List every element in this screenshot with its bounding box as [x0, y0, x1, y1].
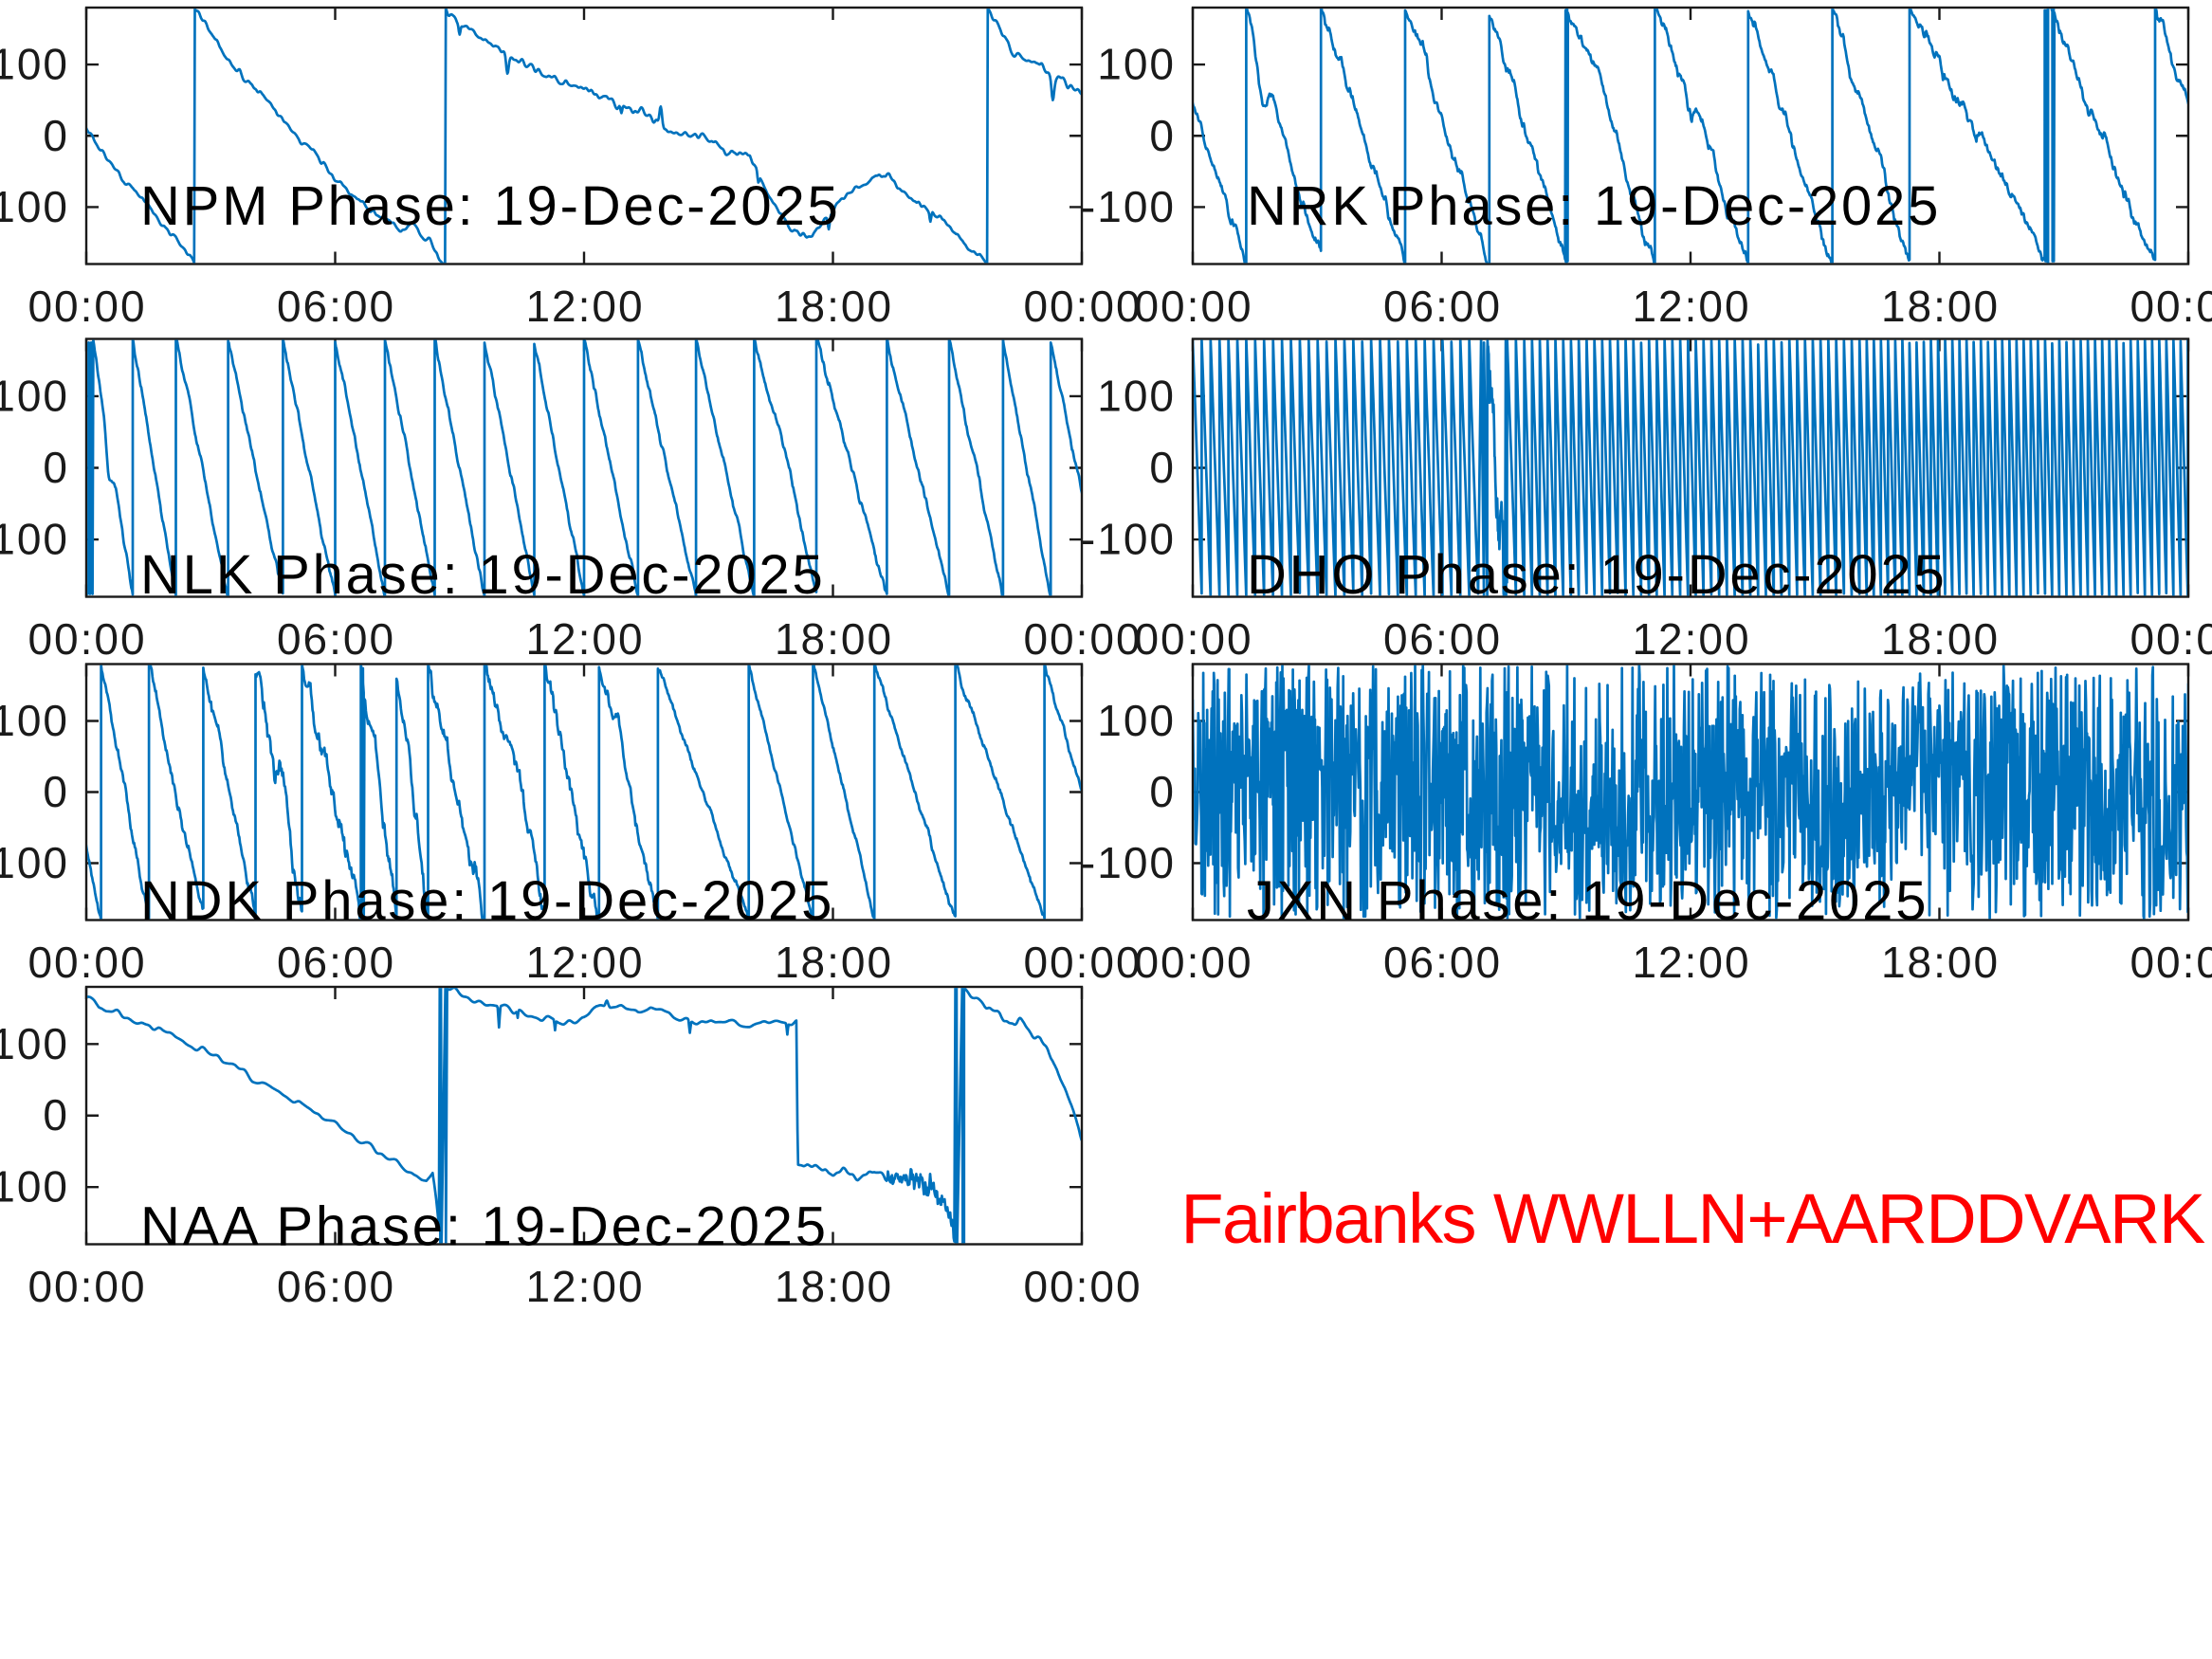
svg-text:12:00: 12:00 — [525, 282, 644, 331]
svg-text:12:00: 12:00 — [525, 938, 644, 987]
svg-text:12:00: 12:00 — [525, 614, 644, 664]
svg-text:00:00: 00:00 — [1023, 614, 1142, 664]
svg-text:06:00: 06:00 — [277, 282, 395, 331]
svg-text:NLK Phase: 19-Dec-2025: NLK Phase: 19-Dec-2025 — [140, 544, 826, 606]
svg-text:00:00: 00:00 — [1023, 282, 1142, 331]
svg-text:18:00: 18:00 — [775, 614, 893, 664]
svg-text:Fairbanks WWLLN+AARDDVARK: Fairbanks WWLLN+AARDDVARK — [1180, 1179, 2204, 1258]
svg-text:0: 0 — [43, 1090, 69, 1139]
svg-text:00:00: 00:00 — [27, 1262, 146, 1311]
svg-text:00:00: 00:00 — [1023, 938, 1142, 987]
svg-text:00:00: 00:00 — [2130, 614, 2212, 664]
svg-text:06:00: 06:00 — [1383, 938, 1502, 987]
svg-text:NPM Phase: 19-Dec-2025: NPM Phase: 19-Dec-2025 — [140, 175, 841, 237]
svg-text:100: 100 — [1097, 371, 1176, 420]
svg-text:100: 100 — [0, 696, 69, 745]
svg-text:12:00: 12:00 — [1632, 614, 1750, 664]
svg-text:00:00: 00:00 — [1023, 1262, 1142, 1311]
svg-text:DHO Phase: 19-Dec-2025: DHO Phase: 19-Dec-2025 — [1247, 544, 1947, 606]
svg-text:0: 0 — [43, 767, 69, 816]
svg-text:100: 100 — [1097, 696, 1176, 745]
svg-text:NDK Phase: 19-Dec-2025: NDK Phase: 19-Dec-2025 — [140, 870, 834, 932]
svg-text:0: 0 — [43, 443, 69, 492]
svg-text:06:00: 06:00 — [277, 614, 395, 664]
svg-text:00:00: 00:00 — [27, 282, 146, 331]
svg-text:100: 100 — [0, 40, 69, 89]
svg-text:18:00: 18:00 — [1881, 282, 2000, 331]
svg-text:18:00: 18:00 — [1881, 614, 2000, 664]
svg-text:-100: -100 — [0, 182, 69, 231]
svg-text:0: 0 — [43, 111, 69, 160]
svg-text:18:00: 18:00 — [775, 938, 893, 987]
svg-text:12:00: 12:00 — [525, 1262, 644, 1311]
svg-text:00:00: 00:00 — [2130, 938, 2212, 987]
svg-text:NRK Phase: 19-Dec-2025: NRK Phase: 19-Dec-2025 — [1247, 175, 1941, 237]
svg-text:-100: -100 — [1081, 515, 1176, 564]
svg-text:100: 100 — [1097, 40, 1176, 89]
svg-text:NAA Phase: 19-Dec-2025: NAA Phase: 19-Dec-2025 — [140, 1196, 829, 1258]
svg-text:18:00: 18:00 — [775, 1262, 893, 1311]
svg-text:00:00: 00:00 — [1134, 614, 1252, 664]
svg-text:-100: -100 — [1081, 182, 1176, 231]
svg-text:-100: -100 — [1081, 838, 1176, 887]
svg-text:-100: -100 — [0, 515, 69, 564]
svg-text:06:00: 06:00 — [1383, 282, 1502, 331]
svg-text:12:00: 12:00 — [1632, 938, 1750, 987]
svg-text:06:00: 06:00 — [277, 1262, 395, 1311]
svg-text:00:00: 00:00 — [1134, 938, 1252, 987]
svg-text:JXN Phase: 19-Dec-2025: JXN Phase: 19-Dec-2025 — [1247, 870, 1929, 932]
svg-text:0: 0 — [1149, 767, 1176, 816]
svg-text:0: 0 — [1149, 443, 1176, 492]
svg-text:00:00: 00:00 — [27, 614, 146, 664]
svg-text:100: 100 — [0, 1019, 69, 1068]
svg-text:18:00: 18:00 — [775, 282, 893, 331]
svg-text:18:00: 18:00 — [1881, 938, 2000, 987]
svg-text:00:00: 00:00 — [2130, 282, 2212, 331]
svg-text:-100: -100 — [0, 1162, 69, 1212]
svg-text:100: 100 — [0, 371, 69, 420]
svg-text:00:00: 00:00 — [27, 938, 146, 987]
svg-text:06:00: 06:00 — [277, 938, 395, 987]
svg-text:-100: -100 — [0, 838, 69, 887]
svg-text:06:00: 06:00 — [1383, 614, 1502, 664]
svg-text:12:00: 12:00 — [1632, 282, 1750, 331]
svg-text:0: 0 — [1149, 111, 1176, 160]
svg-text:00:00: 00:00 — [1134, 282, 1252, 331]
